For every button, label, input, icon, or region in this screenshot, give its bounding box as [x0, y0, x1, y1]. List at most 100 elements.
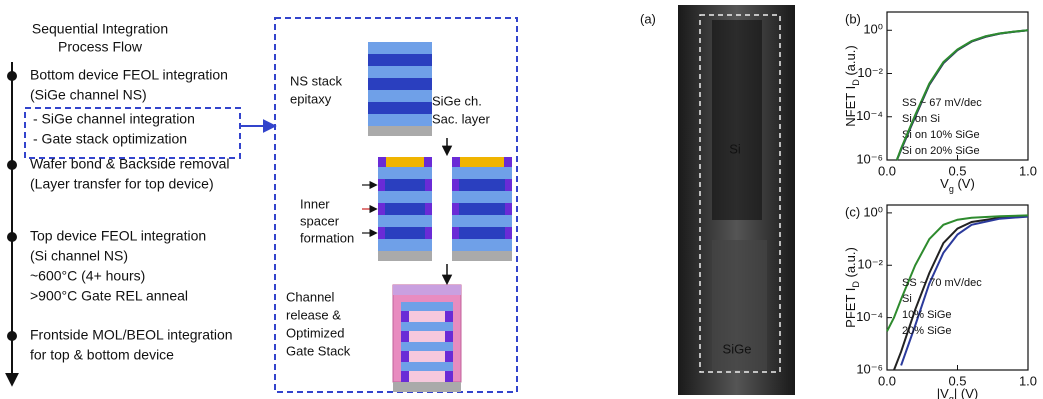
channel	[401, 342, 453, 351]
ns-layer	[368, 78, 432, 90]
legend-entry: Si on Si	[902, 113, 940, 125]
step-note: ~600°C (4+ hours)	[30, 268, 145, 284]
legend-entry: Si on 10% SiGe	[902, 129, 980, 141]
tem-image	[678, 5, 795, 395]
layer	[378, 203, 432, 215]
spacer	[378, 203, 385, 215]
spacer	[425, 227, 432, 239]
process-label: Gate Stack	[286, 343, 351, 358]
layer	[378, 191, 432, 203]
spacer	[401, 311, 409, 322]
process-label: Sac. layer	[432, 111, 490, 126]
x-label-end: | (V)	[954, 386, 978, 399]
spacer	[445, 371, 453, 382]
ns-layer	[368, 90, 432, 102]
x-axis-label: Vg (V)	[940, 176, 975, 194]
tem-feature	[712, 20, 762, 220]
substrate	[368, 126, 432, 136]
y-tick-label: 10⁰	[863, 22, 883, 37]
layer	[452, 191, 512, 203]
layer	[452, 227, 512, 239]
spacer	[401, 331, 409, 342]
spacer	[504, 157, 512, 167]
annotation: SS ~ 70 mV/dec	[902, 277, 982, 289]
step-text: (Layer transfer for top device)	[30, 176, 214, 192]
spacer	[505, 179, 512, 191]
y-tick-label: 10⁻²	[857, 65, 883, 80]
step-dot	[7, 160, 17, 170]
panel-label: (b)	[845, 11, 861, 26]
gate-cap	[393, 285, 461, 295]
spacer	[401, 351, 409, 362]
gate-cap	[460, 157, 504, 167]
channel	[401, 322, 453, 331]
y-tick-label: 10⁻⁴	[856, 108, 883, 123]
step-text: Bottom device FEOL integration	[30, 67, 228, 83]
ns-layer	[368, 54, 432, 66]
spacer	[505, 227, 512, 239]
spacer	[445, 311, 453, 322]
step-text: (Si channel NS)	[30, 248, 128, 264]
process-label: SiGe ch.	[432, 93, 482, 108]
layer	[452, 167, 512, 179]
gate-fill	[409, 311, 445, 322]
spacer	[445, 351, 453, 362]
flow-title: Sequential Integration	[32, 21, 168, 37]
step-dot	[7, 71, 17, 81]
step-dot	[7, 331, 17, 341]
x-tick-label: 0.0	[878, 163, 896, 178]
spacer	[378, 179, 385, 191]
process-label: Optimized	[286, 325, 345, 340]
gate-fill	[409, 331, 445, 342]
x-tick-label: 1.0	[1019, 373, 1037, 388]
y-label: PFET I	[843, 288, 858, 328]
tem-label: SiGe	[723, 341, 752, 356]
x-label-end: (V)	[954, 176, 975, 191]
layer	[378, 227, 432, 239]
spacer	[445, 331, 453, 342]
step-text: (SiGe channel NS)	[30, 87, 147, 103]
panel-label: (c)	[845, 204, 860, 219]
y-label-end: (a.u.)	[843, 45, 858, 79]
figure: Sequential IntegrationProcess FlowBottom…	[0, 0, 1043, 399]
spacer	[452, 157, 460, 167]
x-label: V	[940, 176, 949, 191]
process-label: Channel	[286, 289, 335, 304]
spacer	[505, 203, 512, 215]
step-text: Frontside MOL/BEOL integration	[30, 327, 233, 343]
ns-layer	[368, 102, 432, 114]
process-label: Inner	[300, 196, 330, 211]
step-text: for top & bottom device	[30, 347, 174, 363]
process-label: formation	[300, 230, 354, 245]
tem-label: Si	[729, 141, 741, 156]
channel	[401, 302, 453, 311]
layer	[378, 167, 432, 179]
step-note: >900°C Gate REL anneal	[30, 288, 188, 304]
layer	[378, 179, 432, 191]
y-tick-label: 10⁻⁴	[856, 309, 883, 324]
process-label: release &	[286, 307, 341, 322]
legend-entry: 20% SiGe	[902, 325, 952, 337]
option-text: - Gate stack optimization	[33, 131, 187, 147]
channel	[401, 362, 453, 371]
ns-layer	[368, 42, 432, 54]
substrate	[378, 251, 432, 261]
panel-label: (a)	[640, 11, 656, 26]
y-tick-label: 10⁰	[863, 204, 883, 219]
layer	[452, 215, 512, 227]
spacer	[425, 179, 432, 191]
annotation: SS ~ 67 mV/dec	[902, 97, 982, 109]
spacer	[401, 371, 409, 382]
legend-entry: Si on 20% SiGe	[902, 145, 980, 157]
x-axis-label: |Vg| (V)	[937, 386, 978, 399]
spacer	[452, 227, 459, 239]
y-label-end: (a.u.)	[843, 247, 858, 281]
x-tick-label: 1.0	[1019, 163, 1037, 178]
legend-entry: 10% SiGe	[902, 309, 952, 321]
spacer	[425, 203, 432, 215]
process-label: epitaxy	[290, 91, 332, 106]
x-tick-label: 0.0	[878, 373, 896, 388]
spacer	[452, 203, 459, 215]
layer	[452, 239, 512, 251]
step-text: Top device FEOL integration	[30, 228, 206, 244]
